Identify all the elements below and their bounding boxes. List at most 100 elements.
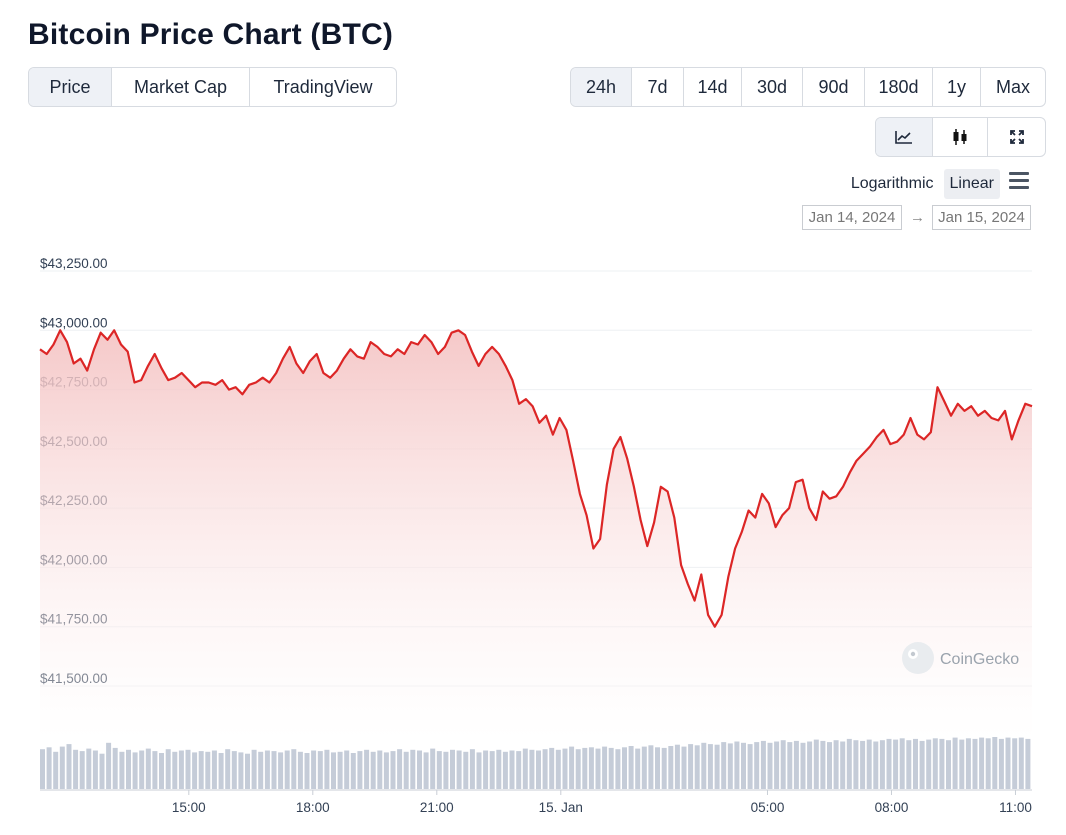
volume-bar <box>998 738 1004 789</box>
menu-icon[interactable] <box>1009 172 1029 190</box>
volume-bar <box>800 742 806 789</box>
volume-bar <box>225 749 231 789</box>
volume-bar <box>661 747 667 789</box>
x-tick-label: 15:00 <box>172 800 206 815</box>
volume-bar <box>344 750 350 789</box>
volume-bar <box>79 751 85 789</box>
volume-bar <box>754 742 760 789</box>
volume-bar <box>53 751 59 789</box>
volume-bar <box>311 750 317 789</box>
volume-bar <box>595 748 601 789</box>
volume-bar <box>952 737 958 789</box>
range-1y[interactable]: 1y <box>933 68 981 106</box>
volume-bar <box>165 749 171 789</box>
volume-bar <box>264 750 270 789</box>
volume-bar <box>932 738 938 789</box>
x-tick-label: 05:00 <box>751 800 785 815</box>
volume-bar <box>946 740 951 789</box>
volume-bar <box>211 750 217 789</box>
volume-bar <box>172 751 178 789</box>
volume-bar <box>840 741 846 789</box>
volume-bar <box>410 749 416 789</box>
chart-type-toggle <box>875 117 1046 157</box>
volume-bar <box>483 750 489 789</box>
volume-bar <box>615 749 621 789</box>
volume-bar <box>463 751 469 789</box>
volume-bar <box>641 746 647 789</box>
range-90d[interactable]: 90d <box>803 68 865 106</box>
date-from-input[interactable]: Jan 14, 2024 <box>802 205 902 230</box>
volume-bar <box>509 750 515 789</box>
scale-linear[interactable]: Linear <box>943 169 1000 199</box>
volume-bar <box>575 749 581 789</box>
volume-bar <box>734 741 740 789</box>
volume-bar <box>972 738 978 789</box>
volume-bar <box>516 751 522 789</box>
line-chart-button[interactable] <box>876 118 933 156</box>
volume-bar <box>1012 738 1018 789</box>
price-line <box>39 329 1033 628</box>
volume-bar <box>364 749 370 789</box>
date-to-input[interactable]: Jan 15, 2024 <box>932 205 1031 230</box>
volume-bar <box>112 747 118 789</box>
volume-bar <box>879 740 885 789</box>
volume-bar <box>707 744 713 789</box>
volume-bar <box>807 741 813 789</box>
range-7d[interactable]: 7d <box>632 68 684 106</box>
volume-bar <box>489 751 495 789</box>
volume-bar <box>159 753 164 789</box>
tab-tradingview[interactable]: TradingView <box>273 76 373 97</box>
range-max[interactable]: Max <box>995 76 1030 97</box>
volume-bar <box>337 751 343 789</box>
volume-bars <box>40 737 1031 789</box>
scale-toggle: Logarithmic Linear <box>841 169 1000 199</box>
volume-bar <box>648 745 654 789</box>
tab-price[interactable]: Price <box>29 68 112 106</box>
volume-bar <box>205 751 211 789</box>
volume-bar <box>979 737 985 789</box>
range-14d[interactable]: 14d <box>684 68 742 106</box>
volume-bar <box>820 740 826 789</box>
volume-bar <box>443 751 449 789</box>
candlestick-icon <box>953 129 967 145</box>
volume-bar <box>774 741 780 789</box>
volume-bar <box>291 749 297 789</box>
volume-bar <box>436 751 442 789</box>
volume-bar <box>787 742 793 789</box>
volume-bar <box>688 744 694 789</box>
range-24h[interactable]: 24h <box>571 68 632 106</box>
volume-bar <box>86 748 92 789</box>
volume-bar <box>59 746 65 789</box>
volume-bar <box>628 746 634 789</box>
volume-bar <box>913 738 918 789</box>
volume-bar <box>608 747 614 789</box>
volume-bar <box>126 749 131 789</box>
volume-bar <box>324 749 330 789</box>
volume-bar <box>390 751 396 789</box>
range-180d[interactable]: 180d <box>865 68 933 106</box>
volume-bar <box>721 742 727 789</box>
range-30d[interactable]: 30d <box>742 68 803 106</box>
watermark-text: CoinGecko <box>940 651 1019 668</box>
tab-market-cap[interactable]: Market Cap <box>112 68 250 106</box>
expand-button[interactable] <box>988 118 1045 156</box>
range-tabs: 24h 7d 14d 30d 90d 180d 1y Max <box>570 67 1046 107</box>
volume-bar <box>635 748 641 789</box>
volume-bar <box>370 751 376 789</box>
volume-bar <box>132 752 138 789</box>
volume-bar <box>139 750 145 789</box>
volume-bar <box>92 750 98 789</box>
scale-logarithmic[interactable]: Logarithmic <box>850 175 934 192</box>
volume-bar <box>926 739 932 789</box>
volume-bar <box>727 743 733 789</box>
y-tick-label: $43,250.00 <box>40 256 108 271</box>
volume-bar <box>73 749 79 789</box>
expand-icon <box>1009 130 1024 144</box>
candlestick-button[interactable] <box>933 118 988 156</box>
volume-bar <box>271 751 277 789</box>
volume-bar <box>562 748 568 789</box>
volume-bar <box>152 751 158 789</box>
volume-bar <box>899 738 905 789</box>
volume-bar <box>555 749 561 789</box>
